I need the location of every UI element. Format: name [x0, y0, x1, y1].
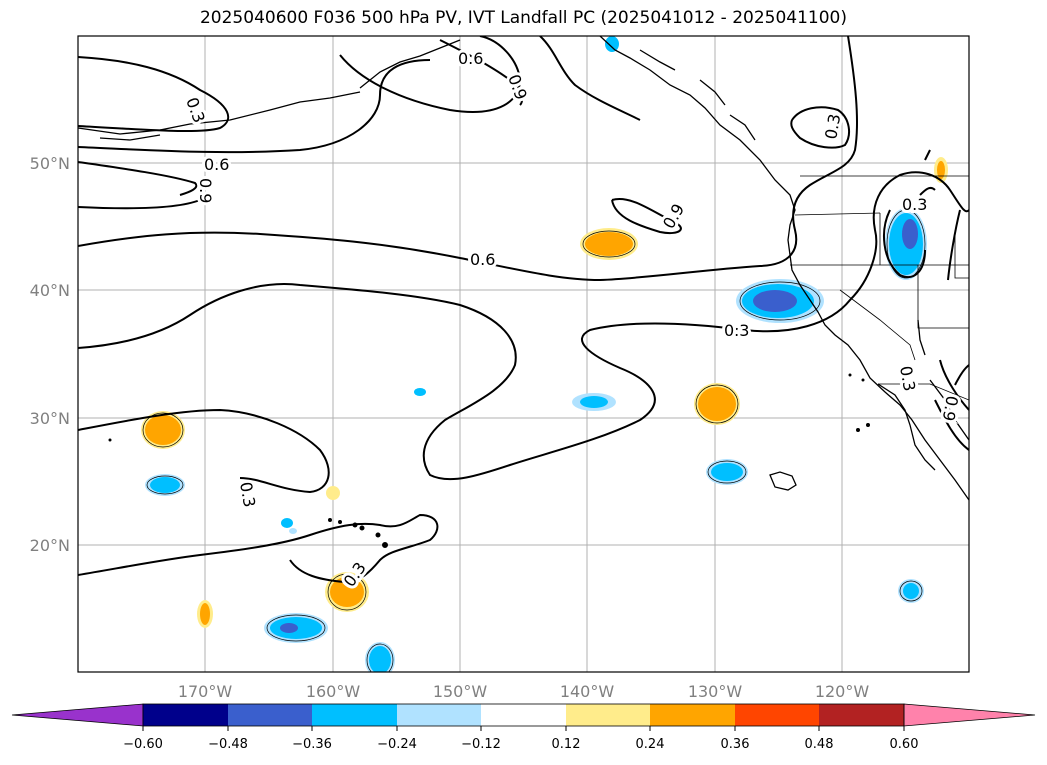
colorbar-segment: [566, 704, 650, 726]
lon-label: 160°W: [306, 682, 361, 701]
colorbar-tick: −0.60: [123, 737, 163, 752]
colorbar-tick: −0.36: [292, 737, 332, 752]
contour-label: 0.6: [204, 155, 229, 174]
colorbar-segment: [228, 704, 312, 726]
ivt-blob: [326, 486, 340, 500]
colorbar-tick: 0.12: [552, 737, 581, 752]
colorbar-tick: 0.60: [890, 737, 919, 752]
contour-label: 0.3: [902, 195, 927, 214]
ivt-blob: [580, 396, 608, 408]
colorbar-tick: 0.48: [805, 737, 834, 752]
colorbar-segment: [650, 704, 735, 726]
ivt-blob: [200, 603, 210, 625]
map-title: 2025040600 F036 500 hPa PV, IVT Landfall…: [199, 8, 847, 28]
lon-labels: 170°W 160°W 150°W 140°W 130°W 120°W: [178, 682, 870, 701]
colorbar-tick: 0.24: [636, 737, 665, 752]
ivt-blob: [903, 583, 919, 599]
ivt-blob: [711, 463, 743, 481]
pv-contours: [78, 36, 969, 584]
colorbar-tick: 0.36: [721, 737, 750, 752]
colorbar-extend-high: [903, 703, 1036, 727]
gridlines: [78, 36, 969, 672]
contour-label: 0.6: [458, 49, 483, 68]
ivt-blob: [698, 387, 736, 421]
ivt-blob: [605, 36, 619, 52]
ivt-outlines: [142, 209, 926, 672]
ivt-shading: [141, 36, 948, 672]
colorbar-segment: [143, 704, 228, 726]
ivt-blob: [280, 623, 298, 633]
map-plot-area: 0.3 0.6 0.9 0.6 0.9 0.6 0.9 0.3 0.3 0.3 …: [78, 36, 969, 672]
lat-label: 50°N: [30, 154, 70, 173]
coastlines: [78, 36, 969, 501]
contour-label: 0.9: [196, 178, 215, 203]
political-borders: [790, 175, 969, 401]
lat-label: 40°N: [30, 281, 70, 300]
lat-label: 30°N: [30, 409, 70, 428]
colorbar-segment: [312, 704, 397, 726]
colorbar-tick: −0.12: [461, 737, 501, 752]
lon-label: 150°W: [433, 682, 488, 701]
ivt-blob: [330, 577, 364, 607]
ivt-blob: [753, 290, 797, 312]
plot-frame: [77, 35, 970, 673]
colorbar-segment: [397, 704, 481, 726]
ivt-blob: [902, 219, 918, 249]
ivt-blob: [150, 477, 180, 493]
lon-label: 120°W: [815, 682, 870, 701]
colorbar: −0.60 −0.48 −0.36 −0.24 −0.12 0.12 0.24 …: [11, 703, 1036, 752]
colorbar-segment: [819, 704, 904, 726]
islands: [108, 373, 870, 548]
contour-label: 0.3: [724, 321, 749, 340]
lon-label: 170°W: [178, 682, 233, 701]
colorbar-tick: −0.24: [377, 737, 417, 752]
ivt-blob: [585, 232, 633, 256]
colorbar-segment: [481, 704, 566, 726]
ivt-blob: [281, 518, 293, 528]
colorbar-extend-low: [11, 703, 144, 727]
lon-label: 130°W: [688, 682, 743, 701]
lat-label: 20°N: [30, 536, 70, 555]
ivt-blob: [289, 528, 297, 534]
ivt-blob: [369, 646, 391, 672]
ivt-blob: [145, 415, 181, 445]
colorbar-segment: [735, 704, 819, 726]
lat-labels: 20°N 30°N 40°N 50°N: [30, 154, 70, 555]
ivt-blob: [937, 161, 945, 179]
contour-label: 0.6: [470, 250, 495, 269]
lon-label: 140°W: [560, 682, 615, 701]
ivt-blob: [414, 388, 426, 396]
colorbar-tick: −0.48: [208, 737, 248, 752]
